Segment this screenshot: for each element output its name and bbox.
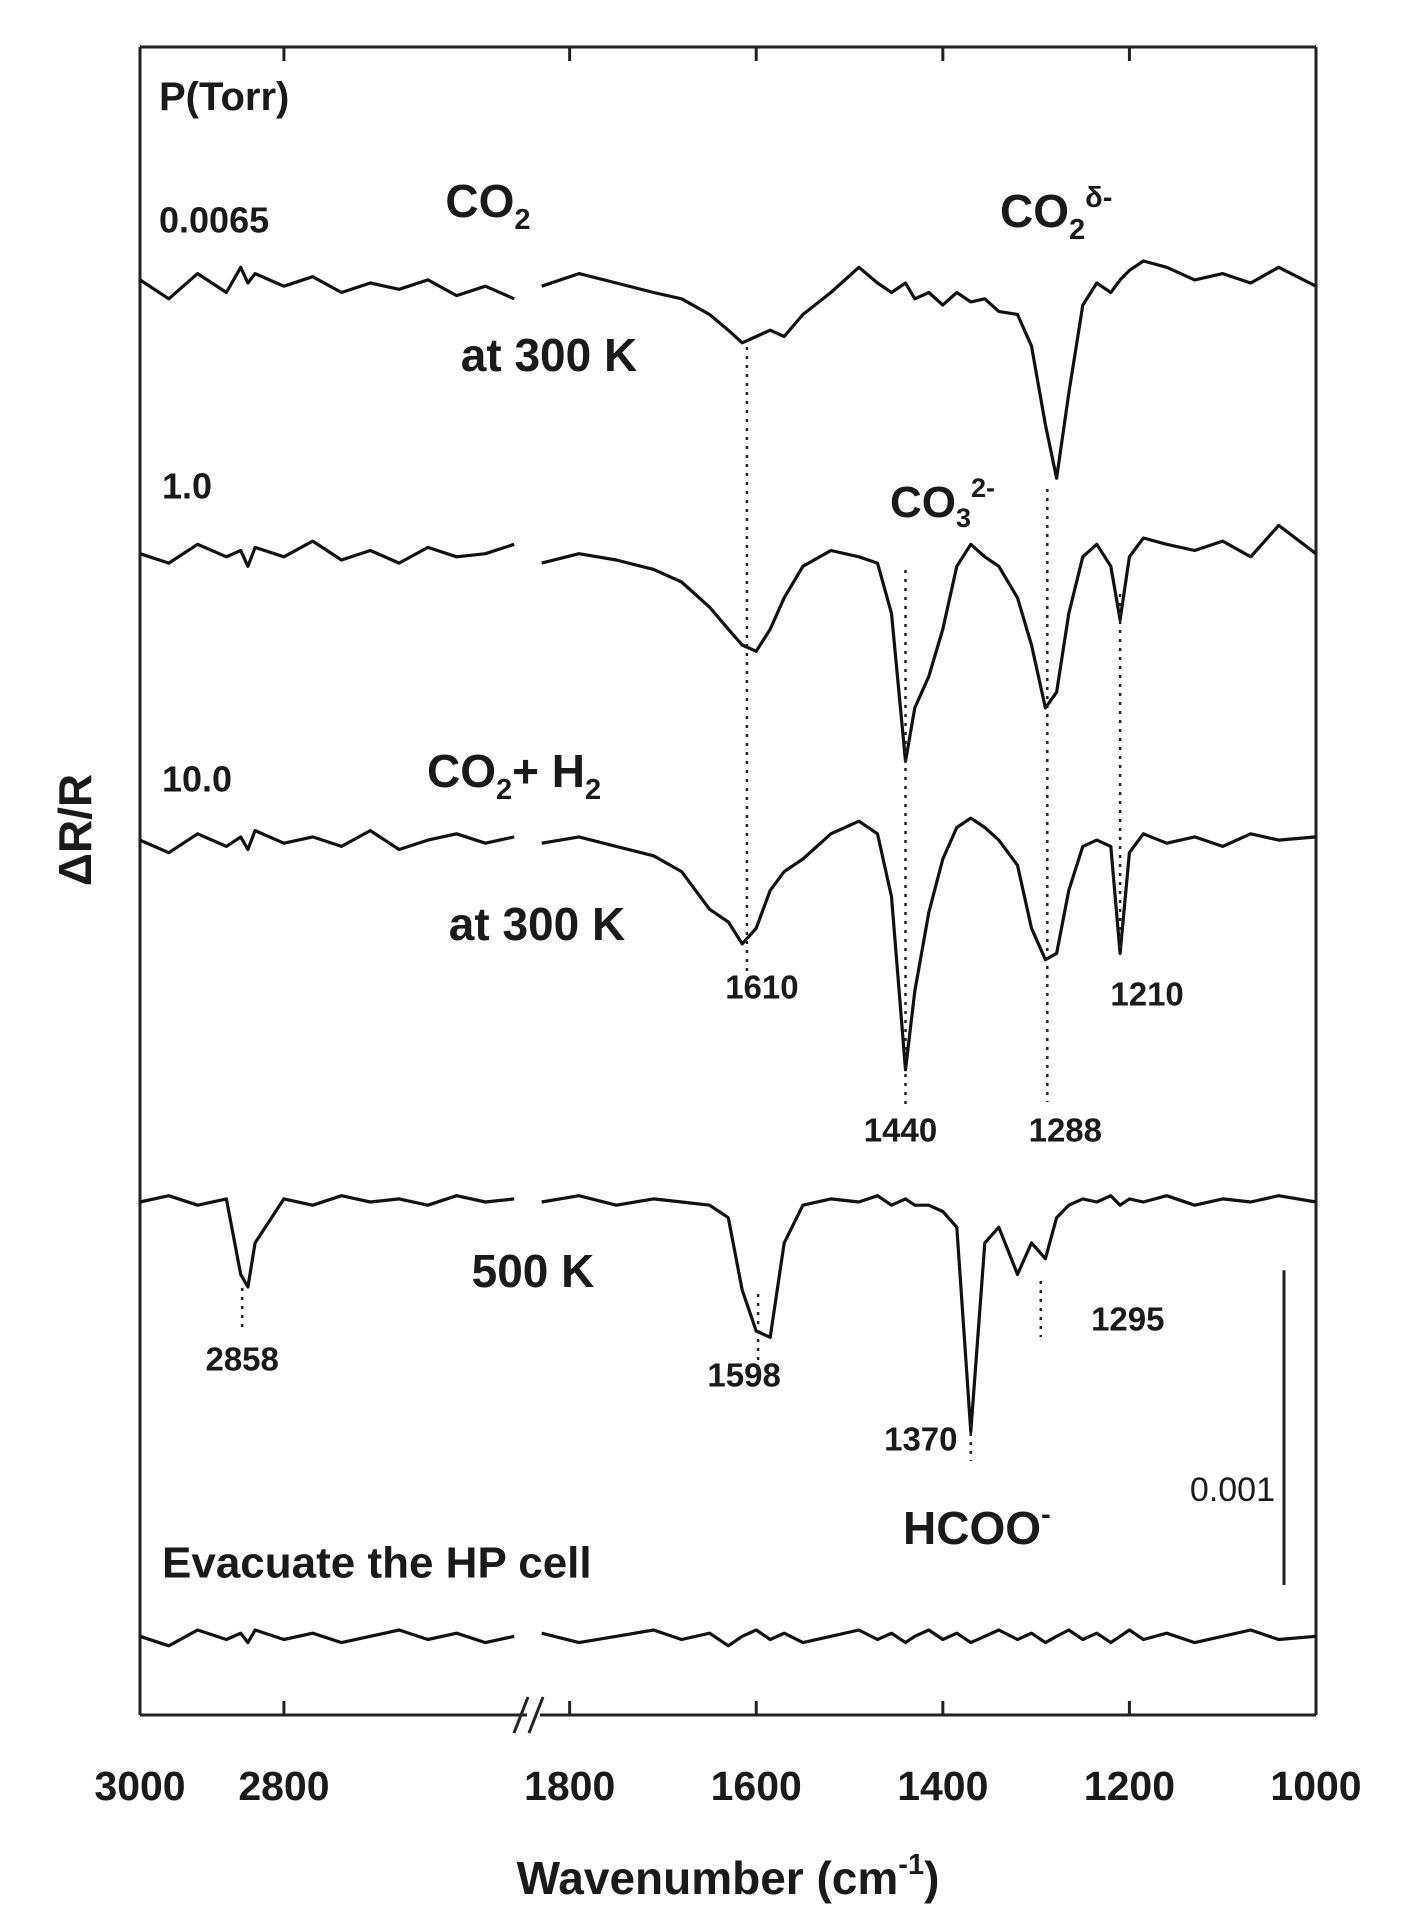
text-part: CO <box>1000 185 1069 237</box>
text-part: P(Torr) <box>159 75 289 119</box>
annotation: at 300 K <box>461 329 637 381</box>
text-part: 2 <box>496 774 512 806</box>
spectrum-line <box>139 1194 1317 1434</box>
annotation: CO2δ- <box>1000 182 1112 246</box>
x-tick-label: 1800 <box>524 1763 615 1809</box>
text-part: CO <box>427 745 496 797</box>
axis-break <box>527 1696 545 1734</box>
annotation: at 300 K <box>449 898 625 950</box>
x-tick-label: 1400 <box>897 1763 988 1809</box>
annotation: CO2+ H2 <box>427 745 601 806</box>
text-part: ) <box>924 1852 939 1904</box>
annotation: HCOO- <box>903 1499 1051 1555</box>
x-tick-label: 1200 <box>1084 1763 1175 1809</box>
x-tick-label: 2800 <box>238 1763 329 1809</box>
spectrum-line <box>139 1628 1317 1648</box>
x-tick-label: 3000 <box>94 1763 185 1809</box>
peak-label: 1610 <box>725 969 798 1006</box>
scale-bar-label: 0.001 <box>1190 1471 1275 1509</box>
x-tick-label: 1000 <box>1270 1763 1361 1809</box>
series-label: 1.0 <box>162 466 212 507</box>
peak-label: 1598 <box>707 1357 780 1394</box>
text-part: - <box>1041 1499 1051 1531</box>
annotation: P(Torr) <box>159 75 289 119</box>
peak-label: 1295 <box>1091 1301 1164 1338</box>
axis-break <box>512 1696 530 1734</box>
peak-label: 1288 <box>1029 1112 1102 1149</box>
text-part: -1 <box>898 1849 924 1881</box>
text-part: 2 <box>514 204 530 236</box>
text-part: Wavenumber (cm <box>517 1852 899 1904</box>
text-part: δ- <box>1085 182 1112 214</box>
text-part: 2 <box>1069 214 1085 246</box>
text-part: HCOO <box>903 1502 1041 1554</box>
annotation: CO32- <box>890 473 995 533</box>
series-label: 10.0 <box>162 759 232 800</box>
text-part: + H <box>512 745 585 797</box>
spectrum-line <box>139 816 1317 1072</box>
x-tick-label: 1600 <box>711 1763 802 1809</box>
text-part: CO <box>890 478 956 527</box>
text-part: 2- <box>971 473 995 503</box>
peak-label: 2858 <box>205 1341 278 1378</box>
y-axis-label: ΔR/R <box>49 774 101 886</box>
peak-label: 1440 <box>864 1112 937 1149</box>
annotation: CO2 <box>445 175 530 236</box>
peak-label: 1210 <box>1110 976 1183 1013</box>
text-part: 3 <box>956 503 971 533</box>
spectrum-line <box>139 259 1317 480</box>
spectrum-line <box>139 523 1317 763</box>
series-label: 500 K <box>472 1245 595 1297</box>
series-label: Evacuate the HP cell <box>162 1539 592 1588</box>
text-part: at 300 K <box>461 329 637 381</box>
frame <box>138 45 1318 1734</box>
x-axis-label: Wavenumber (cm-1) <box>517 1849 940 1905</box>
text-part: at 300 K <box>449 898 625 950</box>
text-part: 2 <box>585 774 601 806</box>
text-part: CO <box>445 175 514 227</box>
peak-label: 1370 <box>884 1421 957 1458</box>
series-label: 0.0065 <box>159 200 269 241</box>
